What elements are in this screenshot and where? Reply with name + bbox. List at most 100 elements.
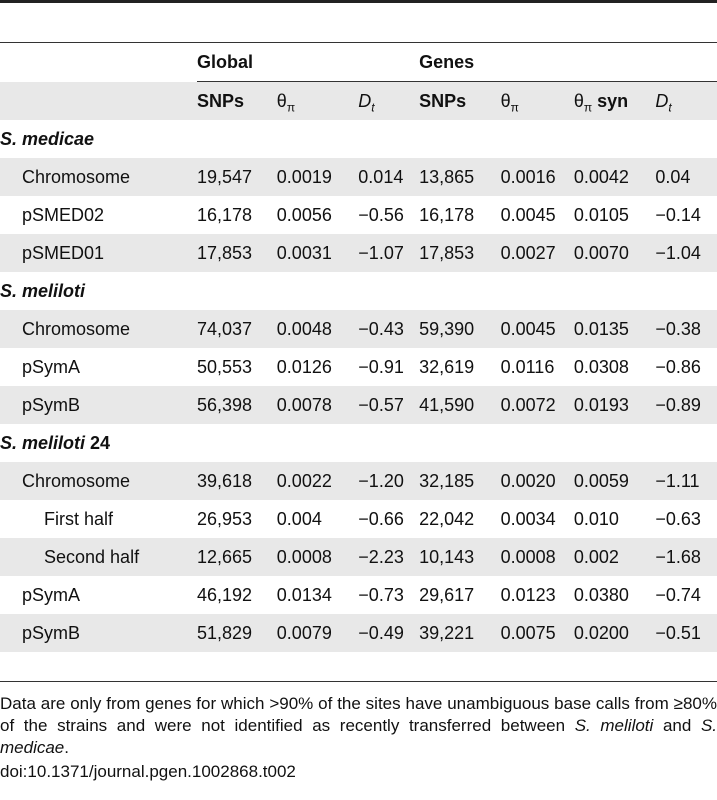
table-row: pSymB 51,829 0.0079 −0.49 39,221 0.0075 0.0200… (0, 614, 717, 652)
footnote-text: Data are only from genes for which >90% … (0, 694, 717, 735)
row-label: pSymB (0, 386, 197, 424)
table-cell: −0.38 (655, 310, 717, 348)
row-label: pSMED02 (22, 205, 105, 225)
group-row: S. meliloti (0, 272, 717, 310)
table-cell: 41,590 (419, 386, 501, 424)
table-cell: 0.0008 (276, 538, 359, 576)
group-header-row: Global Genes (0, 43, 717, 82)
table-cell: 32,185 (419, 462, 501, 500)
footnote-end: . (64, 738, 69, 757)
row-label: First half (44, 509, 114, 529)
table-cell: 0.0027 (500, 234, 574, 272)
col-genes-theta: θπ (500, 81, 574, 120)
table-cell: 0.0022 (276, 462, 359, 500)
table-cell: −0.66 (358, 509, 404, 529)
table-cell: 0.0126 (276, 357, 332, 377)
table-row: First half 26,953 0.004 −0.66 22,042 0.0034 0.… (0, 500, 717, 538)
table-cell: 0.0042 (573, 158, 656, 196)
table-cell: 0.0072 (500, 386, 574, 424)
table-cell: 39,618 (196, 462, 277, 500)
table-top-rule (0, 0, 717, 3)
table-cell: 50,553 (196, 357, 253, 377)
table-row: pSymA 50,553 0.0126 −0.91 32,619 0.0116 0.0308… (0, 348, 717, 386)
table-cell: 0.0123 (500, 585, 556, 605)
table-cell: 51,829 (196, 614, 277, 652)
group-label: S. meliloti 24 (0, 424, 717, 462)
table-cell: −0.49 (358, 614, 420, 652)
table-cell: 0.002 (573, 538, 656, 576)
table-cell: −0.74 (655, 585, 701, 605)
table-cell: 17,853 (196, 234, 277, 272)
data-table: Global Genes SNPs θπ Dt SNPs θπ θπ syn D… (0, 43, 717, 652)
row-label: Chromosome (0, 158, 197, 196)
group-name: S. meliloti (0, 433, 86, 453)
table-cell: 29,617 (419, 585, 475, 605)
table-cell: −1.20 (358, 462, 420, 500)
table-cell: −1.07 (358, 234, 420, 272)
footnote-species-2: S. medicae (0, 716, 717, 757)
table-cell: 0.010 (573, 509, 619, 529)
col-global-theta: θπ (276, 81, 359, 120)
table-cell: 0.0020 (500, 462, 574, 500)
table-cell: 0.0059 (573, 462, 656, 500)
table-cell: 0.0079 (276, 614, 359, 652)
table-cell: 0.0105 (573, 205, 629, 225)
table-cell: 0.004 (276, 509, 322, 529)
table-row: Chromosome 74,037 0.0048 −0.43 59,390 0.0045 0… (0, 310, 717, 348)
table-cell: −0.14 (655, 205, 701, 225)
table-cell: −0.56 (358, 205, 404, 225)
group-row: S. meliloti 24 (0, 424, 717, 462)
table-cell: 16,178 (196, 205, 253, 225)
table-cell: 12,665 (196, 538, 277, 576)
row-label: pSMED01 (0, 234, 197, 272)
table-cell: 0.0070 (573, 234, 656, 272)
table-cell: −0.91 (358, 357, 404, 377)
table-row: Second half 12,665 0.0008 −2.23 10,143 0.0008… (0, 538, 717, 576)
table-cell: −0.57 (358, 386, 420, 424)
table-cell: 32,619 (419, 357, 475, 377)
table-cell: 0.0134 (276, 585, 332, 605)
table-cell: −0.51 (655, 614, 717, 652)
table-cell: 74,037 (196, 310, 277, 348)
table-cell: 0.0019 (276, 158, 359, 196)
doi-text: doi:10.1371/journal.pgen.1002868.t002 (0, 762, 296, 781)
row-label: Chromosome (0, 462, 197, 500)
footnote-species-1: S. meliloti (574, 716, 654, 735)
table-cell: −0.73 (358, 585, 404, 605)
row-label: Chromosome (0, 310, 197, 348)
table-row: pSMED01 17,853 0.0031 −1.07 17,853 0.0027 0.00… (0, 234, 717, 272)
table-cell: 56,398 (196, 386, 277, 424)
table-row: pSymA 46,192 0.0134 −0.73 29,617 0.0123 0.0380… (0, 576, 717, 614)
table-cell: −0.63 (655, 509, 701, 529)
row-label: pSymB (0, 614, 197, 652)
table-cell: 0.0308 (573, 357, 629, 377)
table-cell: 0.0016 (500, 158, 574, 196)
table-cell: 26,953 (196, 509, 253, 529)
table-cell: 39,221 (419, 614, 501, 652)
group-name: S. meliloti (0, 281, 86, 301)
table-cell: 22,042 (419, 509, 475, 529)
table-cell: 0.0200 (573, 614, 656, 652)
table-cell: −0.86 (655, 357, 701, 377)
table-cell: 0.0056 (276, 205, 332, 225)
table-cell: −1.04 (655, 234, 717, 272)
table-cell: 19,547 (196, 158, 277, 196)
footnote-and: and (653, 716, 701, 735)
table-cell: 0.04 (655, 158, 717, 196)
table-cell: 0.014 (358, 158, 420, 196)
table-footnote: Data are only from genes for which >90% … (0, 693, 717, 759)
group-header-global: Global (196, 43, 420, 82)
table-cell: 17,853 (419, 234, 501, 272)
table-cell: 0.0048 (276, 310, 359, 348)
row-label: pSymA (22, 585, 81, 605)
table-cell: −0.43 (358, 310, 420, 348)
group-header-genes: Genes (419, 43, 717, 82)
group-name-suffix: 24 (90, 433, 111, 453)
table-cell: −1.11 (655, 462, 717, 500)
col-genes-snps: SNPs (419, 81, 501, 120)
col-global-snps: SNPs (196, 81, 277, 120)
table-cell: 0.0135 (573, 310, 656, 348)
table-cell: −1.68 (655, 538, 717, 576)
col-genes-theta-syn: θπ syn (573, 81, 656, 120)
col-genes-dt: Dt (655, 81, 717, 120)
